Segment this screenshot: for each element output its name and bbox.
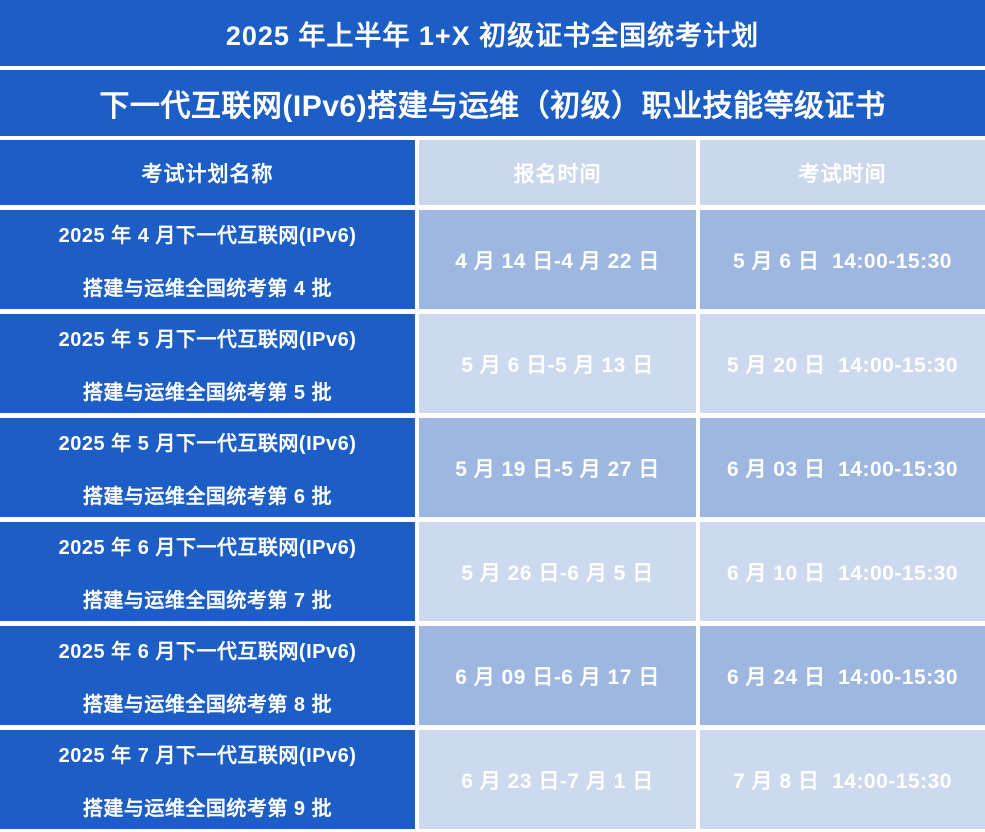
- plan-name-cell: 2025 年 5 月下一代互联网(IPv6) 搭建与运维全国统考第 5 批: [0, 314, 415, 413]
- plan-name-cell: 2025 年 6 月下一代互联网(IPv6) 搭建与运维全国统考第 7 批: [0, 522, 415, 621]
- plan-name-cell: 2025 年 5 月下一代互联网(IPv6) 搭建与运维全国统考第 6 批: [0, 418, 415, 517]
- registration-time-cell: 6 月 23 日-7 月 1 日: [419, 730, 696, 829]
- exam-time-cell: 5 月 20 日 14:00-15:30: [700, 314, 985, 413]
- plan-name-line2: 搭建与运维全国统考第 4 批: [82, 277, 333, 300]
- exam-schedule-table: 考试计划名称 报名时间 考试时间 2025 年 4 月下一代互联网(IPv6) …: [0, 140, 985, 829]
- registration-time-cell: 5 月 19 日-5 月 27 日: [419, 418, 696, 517]
- plan-name-line2: 搭建与运维全国统考第 7 批: [82, 589, 333, 612]
- column-header-registration-time: 报名时间: [419, 140, 696, 205]
- page-title: 2025 年上半年 1+X 初级证书全国统考计划: [0, 0, 985, 66]
- registration-time-cell: 4 月 14 日-4 月 22 日: [419, 210, 696, 309]
- plan-name-line2: 搭建与运维全国统考第 9 批: [82, 797, 333, 820]
- plan-name-line1: 2025 年 5 月下一代互联网(IPv6): [58, 328, 357, 351]
- registration-time-cell: 6 月 09 日-6 月 17 日: [419, 626, 696, 725]
- certificate-subtitle: 下一代互联网(IPv6)搭建与运维（初级）职业技能等级证书: [0, 70, 985, 136]
- exam-time-cell: 6 月 03 日 14:00-15:30: [700, 418, 985, 517]
- registration-time-cell: 5 月 6 日-5 月 13 日: [419, 314, 696, 413]
- plan-name-line2: 搭建与运维全国统考第 8 批: [82, 693, 333, 716]
- plan-name-line1: 2025 年 7 月下一代互联网(IPv6): [58, 744, 357, 767]
- exam-time-cell: 6 月 24 日 14:00-15:30: [700, 626, 985, 725]
- plan-name-cell: 2025 年 4 月下一代互联网(IPv6) 搭建与运维全国统考第 4 批: [0, 210, 415, 309]
- plan-name-cell: 2025 年 6 月下一代互联网(IPv6) 搭建与运维全国统考第 8 批: [0, 626, 415, 725]
- exam-time-cell: 7 月 8 日 14:00-15:30: [700, 730, 985, 829]
- column-header-plan-name: 考试计划名称: [0, 140, 415, 205]
- plan-name-cell: 2025 年 7 月下一代互联网(IPv6) 搭建与运维全国统考第 9 批: [0, 730, 415, 829]
- exam-time-cell: 6 月 10 日 14:00-15:30: [700, 522, 985, 621]
- column-header-exam-time: 考试时间: [700, 140, 985, 205]
- registration-time-cell: 5 月 26 日-6 月 5 日: [419, 522, 696, 621]
- plan-name-line2: 搭建与运维全国统考第 6 批: [82, 485, 333, 508]
- plan-name-line1: 2025 年 6 月下一代互联网(IPv6): [58, 536, 357, 559]
- plan-name-line1: 2025 年 5 月下一代互联网(IPv6): [58, 432, 357, 455]
- plan-name-line2: 搭建与运维全国统考第 5 批: [82, 381, 333, 404]
- plan-name-line1: 2025 年 4 月下一代互联网(IPv6): [58, 224, 357, 247]
- plan-name-line1: 2025 年 6 月下一代互联网(IPv6): [58, 640, 357, 663]
- exam-time-cell: 5 月 6 日 14:00-15:30: [700, 210, 985, 309]
